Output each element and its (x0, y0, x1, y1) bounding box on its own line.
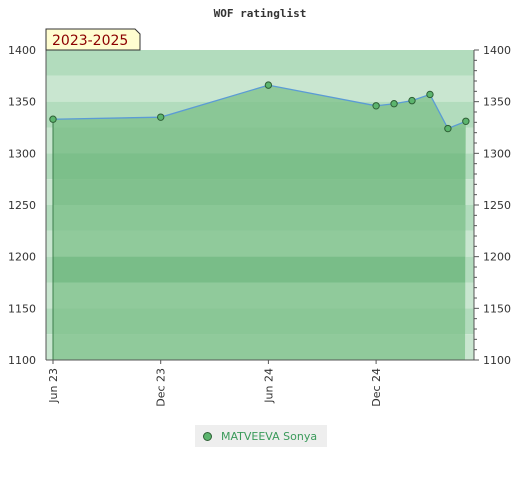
data-point (157, 113, 165, 121)
y-tick-label-left: 1350 (8, 96, 36, 109)
legend-series-name: MATVEEVA Sonya (221, 429, 318, 443)
y-tick-label-left: 1250 (8, 199, 36, 212)
area-shade-band (53, 153, 465, 205)
y-tick-label-left: 1300 (8, 147, 36, 160)
y-tick-label-right: 1150 (483, 302, 511, 315)
data-point (462, 117, 470, 126)
series-area (53, 85, 466, 360)
y-tick-label-right: 1100 (483, 354, 511, 367)
data-point (390, 100, 398, 108)
x-tick-label: Jun 24 (262, 368, 275, 404)
y-tick-label-left: 1200 (8, 251, 36, 264)
x-tick-label: Dec 24 (370, 368, 383, 407)
y-tick-label-left: 1150 (8, 302, 36, 315)
y-tick-label-left: 1100 (8, 354, 36, 367)
x-tick-label: Jun 23 (47, 368, 60, 404)
data-point (426, 90, 434, 99)
y-tick-label-right: 1200 (483, 251, 511, 264)
y-tick-label-right: 1350 (483, 96, 511, 109)
data-point (372, 102, 380, 110)
chart-title: WOF ratinglist (214, 7, 307, 20)
y-tick-label-left: 1400 (8, 44, 36, 57)
period-badge-label: 2023-2025 (52, 33, 128, 49)
data-point (264, 81, 273, 89)
data-point (444, 124, 452, 133)
area-shade-band (53, 127, 465, 154)
period-badge: 2023-2025 (45, 28, 141, 51)
data-point (49, 115, 57, 123)
legend: MATVEEVA Sonya (195, 425, 327, 447)
period-badge-bg (45, 28, 141, 51)
y-tick-label-right: 1400 (483, 44, 511, 57)
x-tick-label: Dec 23 (155, 368, 168, 407)
data-point (408, 96, 416, 105)
y-tick-label-right: 1250 (483, 199, 511, 212)
legend-marker (203, 431, 212, 441)
y-tick-label-right: 1300 (483, 147, 511, 160)
plot-area: 1100 1100 1150 1150 1200 1200 1250 1250 1300 1300… (8, 44, 511, 407)
area-shade-band (53, 256, 465, 283)
background-band (46, 50, 474, 76)
